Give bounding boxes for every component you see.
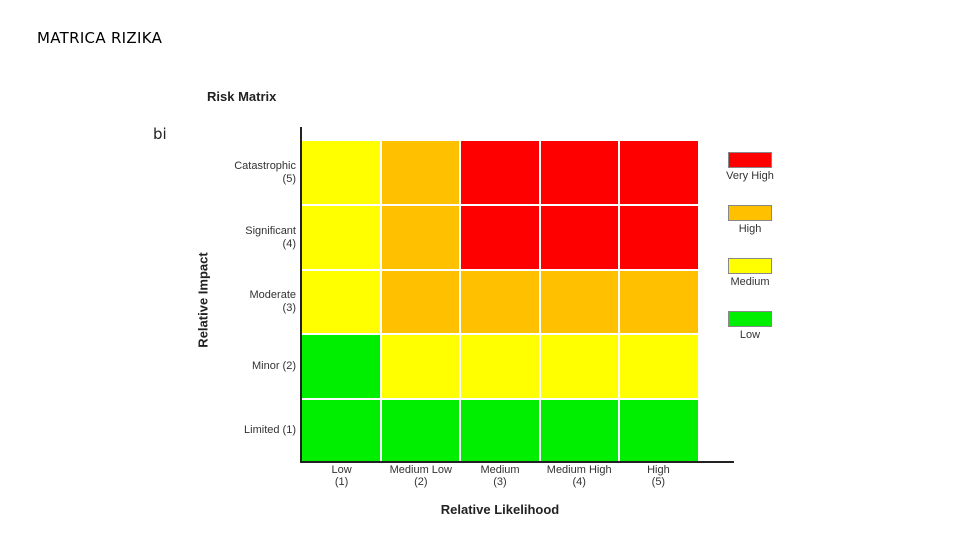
row-label-line: (4) <box>282 237 296 250</box>
row-label: Significant (4) <box>206 225 296 251</box>
risk-cell <box>540 270 619 334</box>
risk-cell <box>620 270 698 334</box>
risk-cell <box>620 205 698 269</box>
legend-swatch <box>728 258 772 274</box>
column-label-line: High <box>647 464 670 476</box>
legend-item: Low <box>724 311 784 341</box>
legend-swatch <box>728 311 772 327</box>
row-label-line: Moderate <box>249 289 296 301</box>
risk-cell <box>381 205 460 269</box>
row-labels: Catastrophic (5) Significant (4) Moderate (3)… <box>212 141 296 463</box>
risk-cell <box>620 141 698 204</box>
risk-cell <box>461 205 539 269</box>
column-label-line: Low <box>331 464 352 476</box>
risk-cell <box>302 141 380 204</box>
risk-cell <box>461 400 539 463</box>
risk-cell <box>461 335 539 399</box>
column-label-line: (4) <box>572 476 586 488</box>
risk-cell <box>620 335 698 399</box>
legend-item: Very High <box>724 152 784 182</box>
risk-cell <box>540 335 619 399</box>
column-label: Medium Low (2) <box>381 464 461 488</box>
risk-cell <box>461 141 539 204</box>
legend-item: High <box>724 205 784 235</box>
row-label: Minor (2) <box>206 360 296 373</box>
column-label-line: (1) <box>334 476 349 488</box>
column-label-line: (5) <box>651 476 666 488</box>
column-label: High (5) <box>618 464 698 488</box>
column-label: Medium High (4) <box>539 464 619 488</box>
risk-cell <box>302 270 380 334</box>
row-label-line: Minor (2) <box>251 359 296 372</box>
column-labels: Low (1) Medium Low (2) Medium (3) Medium High(… <box>302 464 698 494</box>
row-label-line: (5) <box>282 173 296 186</box>
legend-label: Low <box>739 329 761 341</box>
risk-cell <box>381 400 460 463</box>
risk-cell <box>302 205 380 269</box>
risk-cell <box>540 205 619 269</box>
legend: Very High High Medium Low <box>724 152 784 352</box>
stray-text: bi <box>153 125 167 143</box>
legend-label: Very High <box>726 170 774 182</box>
row-label-line: Limited (1) <box>244 424 296 437</box>
column-label: Medium (3) <box>460 464 540 488</box>
column-label-line: (2) <box>414 476 428 488</box>
row-label: Catastrophic (5) <box>206 160 296 186</box>
legend-label: Medium <box>730 276 770 288</box>
row-label-line: Significant <box>245 224 296 237</box>
risk-cell <box>381 270 460 334</box>
column-label-line: Medium <box>480 464 520 476</box>
row-label: Limited (1) <box>206 424 296 437</box>
risk-cell <box>381 141 460 204</box>
risk-cell <box>540 400 619 463</box>
column-label-line: (3) <box>493 476 507 488</box>
risk-cell <box>302 335 380 399</box>
matrix-title: Risk Matrix <box>207 89 277 104</box>
legend-item: Medium <box>724 258 784 288</box>
legend-label: High <box>738 223 762 235</box>
column-label: Low (1) <box>302 464 382 488</box>
risk-cell <box>461 270 539 334</box>
column-label-line: Medium Low <box>389 464 452 476</box>
risk-cell <box>302 400 380 463</box>
risk-cell <box>620 400 698 463</box>
legend-swatch <box>728 205 772 221</box>
row-label: Moderate (3) <box>206 289 296 315</box>
y-axis-line <box>300 127 302 463</box>
risk-cell <box>381 335 460 399</box>
risk-grid <box>302 141 698 463</box>
column-label-line: Medium High <box>546 464 612 476</box>
risk-cell <box>540 141 619 204</box>
x-axis-label: Relative Likelihood <box>440 502 560 517</box>
row-label-line: Catastrophic <box>234 160 296 173</box>
row-label-line: (3) <box>282 302 296 314</box>
slide-title: MATRICA RIZIKA <box>37 29 163 47</box>
x-axis-line <box>300 461 734 463</box>
legend-swatch <box>728 152 772 168</box>
